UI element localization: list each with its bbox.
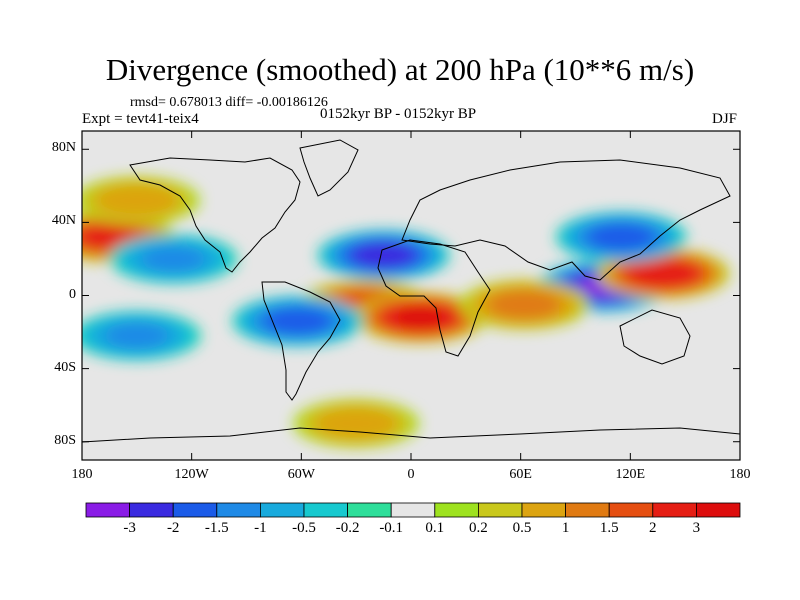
africa-coastline [377,239,491,357]
colorbar-segment [85,502,130,518]
figure-title: Divergence (smoothed) at 200 hPa (10**6 … [105,52,695,87]
lat-tick-label: 0 [69,286,76,302]
colorbar-segment [652,502,697,518]
lon-tick-label: 60E [509,467,532,482]
lon-tick-label: 120E [615,467,646,482]
south-america-coastline [261,281,341,401]
colorbar-label: -1.5 [204,520,229,536]
colorbar-segment [347,502,392,518]
field-contour-south-america-negative [263,307,332,335]
colorbar-label: -3 [123,520,136,536]
colorbar-segment [608,502,654,518]
lat-tick-label: 40S [54,359,76,375]
colorbar [85,502,741,518]
colorbar-segment [477,502,523,518]
colorbar-label: -1 [254,520,267,536]
field-contour-east-asia-negative [587,223,656,251]
colorbar-label: -0.1 [379,520,404,536]
field-contour-north-pacific-band-positive [93,183,180,218]
colorbar-segment [565,502,610,518]
colorbar-label: 2 [649,520,657,536]
eurasia-coastline [401,159,731,281]
lat-tick-label: 80N [51,140,76,156]
lon-tick-label: 180 [729,467,751,482]
lon-tick-label: 0 [407,467,415,482]
colorbar-label: 1.5 [599,520,619,536]
lat-tick-label: 40N [51,213,76,229]
field-contour-atlantic-subtropical-negative [351,242,416,269]
colorbar-label: 0.5 [512,520,532,536]
lon-tick-label: 180 [71,467,93,482]
experiment-label: Expt = tevt41-teix4 [82,111,199,127]
australia-coastline [619,309,691,365]
field-contour-antarctic-band-positive [313,406,400,441]
coastlines [82,139,740,443]
lat-tick-label: 80S [54,432,76,448]
colorbar-segment [129,502,174,518]
colorbar-label: -0.2 [335,520,360,536]
greenland-coastline [299,139,359,197]
colorbar-segment [172,502,218,518]
divergence-field [82,176,730,448]
lon-tick-label: 60W [287,467,315,482]
colorbar-segment [216,502,261,518]
stats-text: rmsd= 0.678013 diff= -0.00186126 [130,95,328,110]
field-contour-southern-ocean-band-negative [104,322,170,349]
field-contour-indian-ocean-positive [487,289,562,320]
field-contour-africa-equatorial-max [396,307,445,328]
period-label: 0152kyr BP - 0152kyr BP [320,106,477,122]
colorbar-segment [434,502,479,518]
colorbar-label: 1 [561,520,570,536]
colorbar-label: 0.1 [425,520,445,536]
colorbar-segment [259,502,305,518]
lon-tick-label: 120W [174,467,209,482]
colorbar-label: 0.2 [469,520,488,536]
colorbar-segment [696,502,741,518]
colorbar-label: -0.5 [292,520,316,536]
colorbar-segment [521,502,566,518]
colorbar-label: 3 [692,520,701,536]
antarctica-coastline [82,427,740,443]
north-america-coastline [129,157,301,273]
field-contour-west-pacific-max [626,258,700,289]
colorbar-segment [303,502,348,518]
season-label: DJF [712,111,738,127]
colorbar-label: -2 [166,520,180,536]
colorbar-segment [390,502,436,518]
field-contour-pacific-tropical-band-negative [141,245,206,273]
